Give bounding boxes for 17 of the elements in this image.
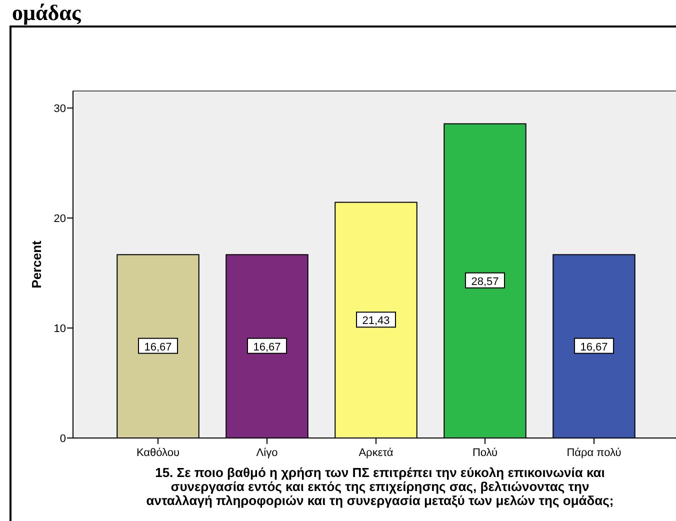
x-tick-label: Πολύ [472,447,498,459]
x-tick-label: Καθόλου [136,447,180,459]
data-label: 21,43 [362,315,390,328]
x-axis-title: 15. Σε ποιο βαθμό η χρήση των ΠΣ επιτρέπει την εύκολη επικοινωνία και συνεργασία εντός και εκτός της επιχείρησης σας, βελτιώνοντας την ανταλλαγή πληροφοριών και τη συνεργασία μεταξύ των μελών της ομάδας; [146,465,614,508]
data-label: 28,57 [471,276,499,288]
data-label: 16,67 [253,341,281,354]
x-tick-label: Λίγο [256,447,278,459]
y-tick-label: 20 [54,213,66,226]
y-tick-label: 10 [54,323,66,336]
data-label: 16,67 [144,341,172,354]
data-label: 16,67 [580,341,608,354]
chart-title: ομάδας [12,0,82,25]
y-axis-title: Percent [29,240,44,288]
x-tick-label: Πάρα πολύ [566,447,622,459]
x-tick-label: Αρκετά [358,447,394,459]
y-tick-label: 30 [54,103,66,116]
y-tick-label: 0 [60,433,66,445]
